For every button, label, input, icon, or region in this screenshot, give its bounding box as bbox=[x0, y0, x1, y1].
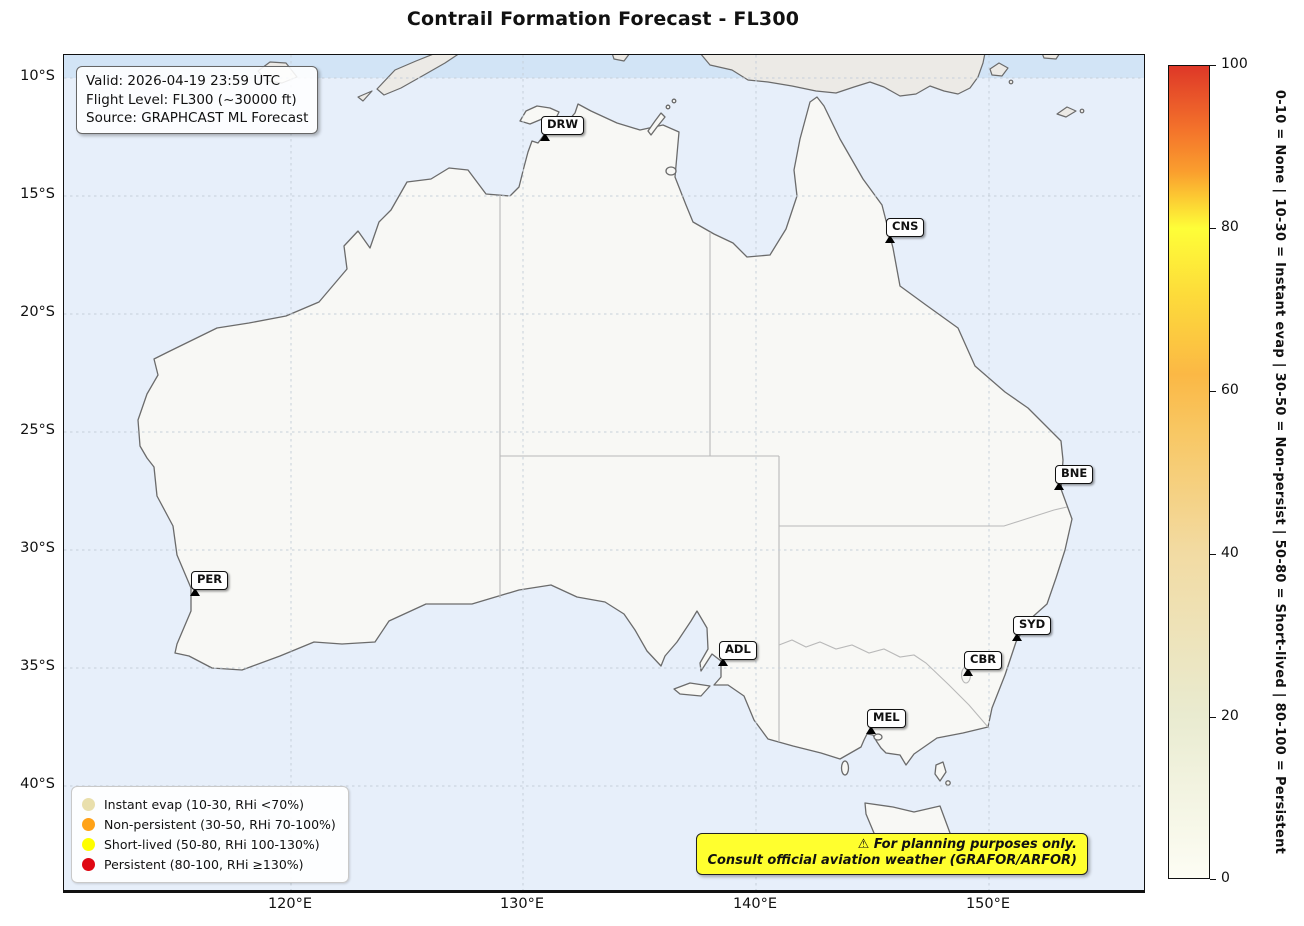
colorbar-tick-label-80: 80 bbox=[1221, 219, 1239, 235]
city-marker-mel bbox=[866, 726, 876, 734]
city-marker-cns bbox=[885, 235, 895, 243]
colorbar-tick bbox=[1210, 879, 1216, 881]
y-tick-30s: 30°S bbox=[20, 540, 55, 556]
city-label-per: PER bbox=[191, 571, 229, 590]
colorbar-tick bbox=[1210, 391, 1216, 393]
colorbar-tick-label-100: 100 bbox=[1221, 56, 1248, 72]
australia-map bbox=[64, 55, 1144, 890]
info-flight-level: Flight Level: FL300 (~30000 ft) bbox=[86, 91, 297, 108]
y-tick-20s: 20°S bbox=[20, 304, 55, 320]
colorbar-tick bbox=[1210, 228, 1216, 230]
x-tick-150e: 150°E bbox=[965, 896, 1011, 912]
city-marker-cbr bbox=[963, 668, 973, 676]
city-marker-syd bbox=[1012, 633, 1022, 641]
state-borders bbox=[499, 195, 1068, 742]
disclaimer-line2: Consult official aviation weather (GRAFO… bbox=[707, 853, 1077, 869]
city-label-adl: ADL bbox=[719, 641, 757, 660]
legend-item: Instant evap (10-30, RHi <70%) bbox=[82, 794, 336, 814]
y-tick-35s: 35°S bbox=[20, 658, 55, 674]
north-islands bbox=[257, 55, 1085, 118]
colorbar-tick-label-0: 0 bbox=[1221, 870, 1230, 886]
city-label-cbr: CBR bbox=[964, 651, 1003, 670]
y-tick-25s: 25°S bbox=[20, 422, 55, 438]
colorbar-category-label: 0-10 = None | 10-30 = Instant evap | 30-… bbox=[1272, 89, 1287, 855]
legend-item: Non-persistent (30-50, RHi 70-100%) bbox=[82, 814, 336, 834]
map-plot-area: Valid: 2026-04-19 23:59 UTC Flight Level… bbox=[63, 54, 1145, 893]
legend-label: Short-lived (50-80, RHi 100-130%) bbox=[104, 836, 320, 852]
y-tick-15s: 15°S bbox=[20, 186, 55, 202]
legend-swatch-instant-evap-icon bbox=[82, 797, 95, 811]
city-label-mel: MEL bbox=[867, 709, 906, 728]
legend-item: Persistent (80-100, RHi ≥130%) bbox=[82, 854, 336, 874]
legend-swatch-short-lived-icon bbox=[82, 837, 95, 851]
info-source: Source: GRAPHCAST ML Forecast bbox=[86, 110, 309, 127]
disclaimer-box: ⚠ For planning purposes only. Consult of… bbox=[696, 832, 1088, 875]
y-tick-40s: 40°S bbox=[20, 776, 55, 792]
page-title: Contrail Formation Forecast - FL300 bbox=[406, 8, 800, 30]
city-label-cns: CNS bbox=[886, 218, 925, 237]
disclaimer-line1: ⚠ For planning purposes only. bbox=[857, 836, 1077, 852]
info-valid: Valid: 2026-04-19 23:59 UTC bbox=[86, 73, 281, 89]
legend-swatch-non-persistent-icon bbox=[82, 817, 95, 831]
legend-label: Persistent (80-100, RHi ≥130%) bbox=[104, 856, 304, 872]
city-marker-drw bbox=[540, 133, 550, 141]
colorbar-tick bbox=[1210, 65, 1216, 67]
y-tick-10s: 10°S bbox=[20, 68, 55, 84]
colorbar-tick bbox=[1210, 717, 1216, 719]
x-tick-140e: 140°E bbox=[732, 896, 778, 912]
city-marker-adl bbox=[718, 658, 728, 666]
city-label-bne: BNE bbox=[1055, 465, 1094, 484]
colorbar-tick-label-40: 40 bbox=[1221, 545, 1239, 561]
legend-label: Instant evap (10-30, RHi <70%) bbox=[104, 796, 304, 812]
city-marker-per bbox=[190, 588, 200, 596]
colorbar-tick-label-60: 60 bbox=[1221, 382, 1239, 398]
x-tick-120e: 120°E bbox=[267, 896, 313, 912]
colorbar-gradient bbox=[1168, 65, 1210, 879]
category-legend: Instant evap (10-30, RHi <70%) Non-persi… bbox=[71, 786, 349, 883]
x-tick-130e: 130°E bbox=[499, 896, 545, 912]
forecast-info-box: Valid: 2026-04-19 23:59 UTC Flight Level… bbox=[76, 66, 319, 134]
legend-item: Short-lived (50-80, RHi 100-130%) bbox=[82, 834, 336, 854]
legend-swatch-persistent-icon bbox=[82, 857, 95, 871]
city-marker-bne bbox=[1054, 482, 1064, 490]
colorbar-tick bbox=[1210, 554, 1216, 556]
city-label-drw: DRW bbox=[541, 116, 585, 135]
city-label-syd: SYD bbox=[1013, 616, 1052, 635]
legend-label: Non-persistent (30-50, RHi 70-100%) bbox=[104, 816, 336, 832]
colorbar-tick-label-20: 20 bbox=[1221, 708, 1239, 724]
